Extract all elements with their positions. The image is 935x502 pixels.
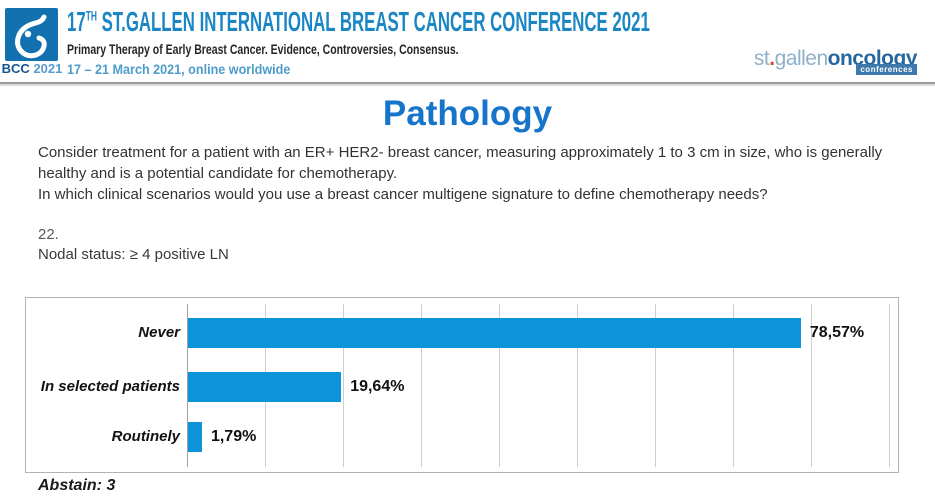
bcc-logo-caption: BCC 2021 (0, 61, 64, 76)
conference-title-number: 17 (67, 6, 86, 37)
chart-gridline (889, 304, 890, 467)
bar-value-label: 19,64% (350, 378, 405, 395)
chart-gridline (655, 304, 656, 467)
brand-dot: . (769, 47, 775, 70)
question-paragraph: Consider treatment for a patient with an… (38, 144, 883, 182)
abstain-note: Abstain: 3 (38, 477, 116, 494)
header-divider-shadow (0, 84, 935, 86)
bcc-logo-text: BCC (1, 61, 30, 76)
brand-conferences-badge: conferences (856, 64, 917, 75)
bar-chart: Never 78,57% In selected patients 19,64% Rou… (25, 297, 899, 473)
chart-gridline (577, 304, 578, 467)
bar (188, 318, 801, 348)
question-subtitle: Nodal status: ≥ 4 positive LN (38, 246, 229, 263)
bcc-logo (5, 8, 58, 61)
header-divider (0, 82, 935, 84)
bcc-breast-icon (15, 14, 47, 59)
stgallen-oncology-logo: st.gallenoncology conferences (753, 47, 918, 75)
question-line: In which clinical scenarios would you us… (38, 186, 768, 203)
chart-gridline (421, 304, 422, 467)
bar-category-label: In selected patients (40, 378, 180, 395)
page-title: Pathology (382, 94, 553, 133)
brand-stgallen: st.gallen (753, 47, 828, 70)
conference-subtitle: Primary Therapy of Early Breast Cancer. … (67, 41, 459, 57)
bar-category-label: Routinely (111, 428, 180, 445)
bar (188, 422, 202, 452)
chart-gridline (733, 304, 734, 467)
chart-gridline (343, 304, 344, 467)
chart-gridline (811, 304, 812, 467)
bar-value-label: 78,57% (809, 324, 865, 341)
conference-title-ordinal: TH (85, 7, 97, 24)
chart-axis-line (187, 304, 188, 467)
conference-title: 17TH ST.GALLEN INTERNATIONAL BREAST CANC… (67, 6, 650, 38)
bcc-logo-year: 2021 (33, 61, 63, 76)
conference-title-text: ST.GALLEN INTERNATIONAL BREAST CANCER CO… (96, 6, 650, 37)
bar (188, 372, 342, 402)
conference-dates: 17 – 21 March 2021, online worldwide (67, 61, 291, 77)
question-number: 22. (38, 226, 59, 243)
bar-category-label: Never (138, 324, 180, 341)
chart-gridline (499, 304, 500, 467)
bar-value-label: 1,79% (210, 428, 257, 445)
